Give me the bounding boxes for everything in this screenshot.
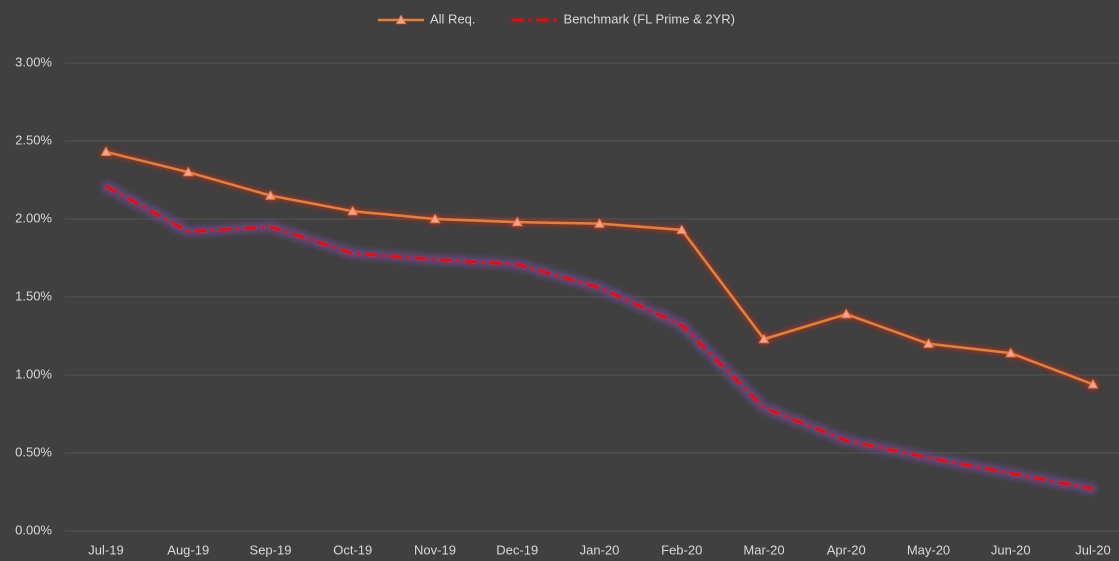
legend-label: All Req. — [430, 11, 476, 26]
marker — [347, 205, 359, 216]
x-tick-label: Apr-20 — [827, 542, 866, 557]
x-tick-label: May-20 — [907, 542, 950, 557]
x-tick-label: Aug-19 — [167, 542, 209, 557]
marker — [840, 308, 852, 319]
legend-label: Benchmark (FL Prime & 2YR) — [564, 11, 735, 26]
y-tick-label: 1.50% — [15, 288, 52, 303]
y-tick-label: 2.50% — [15, 132, 52, 147]
series — [105, 184, 1094, 491]
series-line — [105, 184, 1094, 491]
y-tick-label: 1.00% — [15, 366, 52, 381]
x-tick-label: Oct-19 — [333, 542, 372, 557]
marker — [758, 333, 770, 344]
y-tick-label: 0.00% — [15, 522, 52, 537]
y-tick-label: 0.50% — [15, 444, 52, 459]
marker — [1087, 378, 1099, 389]
x-tick-label: Jun-20 — [991, 542, 1031, 557]
x-tick-label: Nov-19 — [414, 542, 456, 557]
series — [100, 146, 1099, 389]
y-tick-label: 3.00% — [15, 54, 52, 69]
marker — [265, 190, 276, 200]
x-tick-label: Mar-20 — [743, 542, 784, 557]
x-tick-label: Jul-20 — [1075, 542, 1110, 557]
marker — [594, 218, 605, 228]
marker — [100, 146, 112, 157]
x-tick-label: Jul-19 — [88, 542, 123, 557]
marker — [1005, 347, 1017, 358]
marker — [429, 213, 441, 224]
y-tick-label: 2.00% — [15, 210, 52, 225]
x-tick-label: Sep-19 — [250, 542, 292, 557]
x-tick-label: Jan-20 — [580, 542, 620, 557]
marker — [511, 216, 523, 227]
marker — [676, 224, 688, 235]
legend-marker — [395, 14, 407, 25]
marker — [182, 166, 194, 177]
marker — [923, 338, 934, 348]
x-tick-label: Feb-20 — [661, 542, 702, 557]
x-tick-label: Dec-19 — [496, 542, 538, 557]
